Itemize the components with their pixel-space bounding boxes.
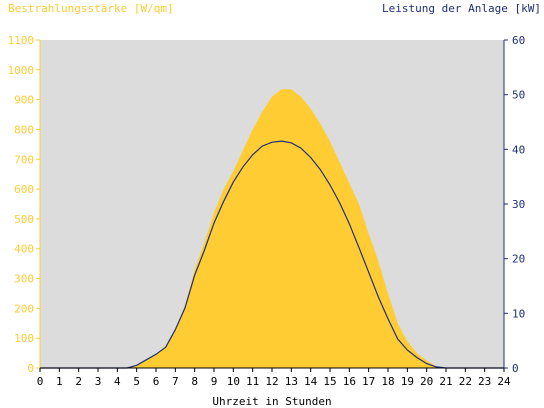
x-tick-label: 13: [285, 375, 298, 388]
x-tick-label: 20: [420, 375, 433, 388]
x-tick-label: 12: [265, 375, 278, 388]
x-tick-label: 15: [323, 375, 336, 388]
right-axis-title: Leistung der Anlage [kW]: [382, 2, 541, 15]
left-tick-label: 1000: [8, 64, 35, 77]
power-line: [40, 140, 504, 369]
x-tick-label: 10: [227, 375, 240, 388]
left-tick-label: 900: [14, 94, 34, 107]
left-tick-label: 800: [14, 123, 34, 136]
x-tick-label: 11: [246, 375, 259, 388]
x-tick-label: 4: [114, 375, 121, 388]
x-tick-label: 21: [439, 375, 452, 388]
x-tick-label: 22: [459, 375, 472, 388]
x-tick-label: 3: [95, 375, 102, 388]
x-tick-label: 19: [401, 375, 414, 388]
x-tick-label: 16: [343, 375, 356, 388]
x-tick-label: 23: [478, 375, 491, 388]
left-tick-label: 400: [14, 243, 34, 256]
right-tick-label: 40: [512, 143, 525, 156]
x-tick-label: 17: [362, 375, 375, 388]
left-tick-label: 500: [14, 213, 34, 226]
left-tick-label: 600: [14, 183, 34, 196]
x-tick-label: 7: [172, 375, 179, 388]
x-tick-label: 0: [37, 375, 44, 388]
x-axis-title: Uhrzeit in Stunden: [212, 395, 331, 408]
left-tick-label: 300: [14, 273, 34, 286]
x-tick-label: 14: [304, 375, 318, 388]
right-tick-label: 20: [512, 253, 525, 266]
right-tick-label: 50: [512, 89, 525, 102]
x-tick-label: 18: [381, 375, 394, 388]
left-tick-label: 0: [27, 362, 34, 375]
x-tick-label: 5: [133, 375, 140, 388]
x-tick-label: 2: [75, 375, 82, 388]
x-tick-label: 1: [56, 375, 63, 388]
x-tick-label: 9: [211, 375, 218, 388]
right-tick-label: 60: [512, 34, 525, 47]
left-tick-label: 200: [14, 302, 34, 315]
left-tick-label: 100: [14, 332, 34, 345]
left-tick-label: 700: [14, 153, 34, 166]
x-tick-label: 6: [153, 375, 160, 388]
right-tick-label: 0: [512, 362, 519, 375]
x-tick-label: 8: [191, 375, 198, 388]
irradiance-area: [40, 89, 504, 368]
right-tick-label: 30: [512, 198, 525, 211]
left-tick-label: 1100: [8, 34, 35, 47]
left-axis-title: Bestrahlungsstärke [W/qm]: [8, 2, 174, 15]
right-tick-label: 10: [512, 307, 525, 320]
x-tick-label: 24: [497, 375, 511, 388]
